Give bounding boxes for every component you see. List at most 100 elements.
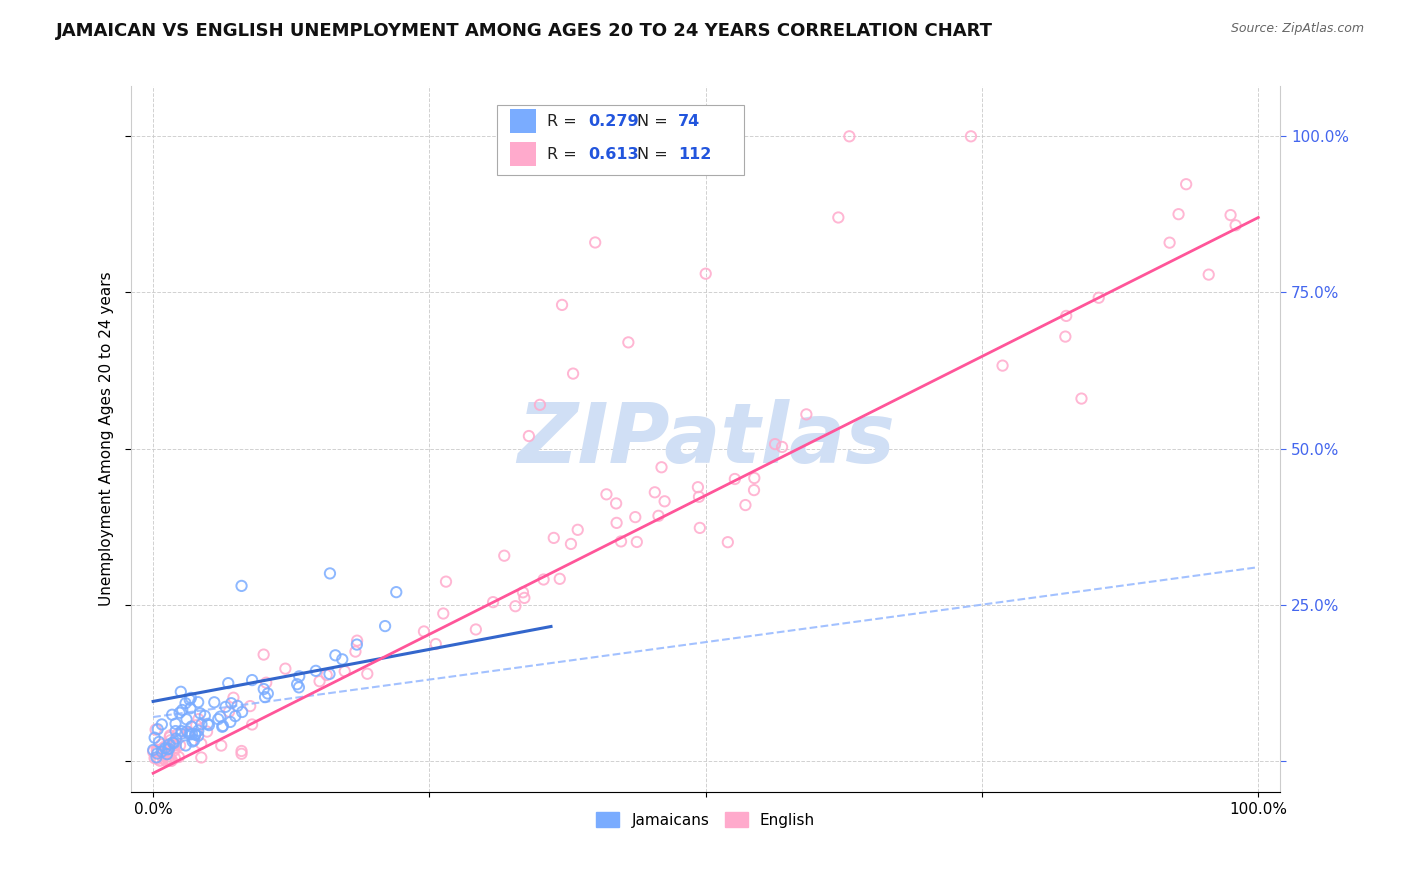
Point [209,709,232,723]
Point [162,735,184,749]
Point [315,668,337,682]
Point [145,723,167,737]
Point [145,750,167,764]
Point [176,724,198,739]
Point [838,129,860,144]
Text: Source: ZipAtlas.com: Source: ZipAtlas.com [1230,22,1364,36]
Point [513,591,536,605]
Point [253,681,276,696]
Point [654,494,676,508]
Point [157,741,180,756]
Point [160,753,183,767]
Point [529,398,551,412]
Point [222,690,245,705]
Point [150,745,173,759]
Point [186,718,208,732]
Point [160,754,183,768]
Point [517,429,540,443]
Point [163,751,186,765]
Point [207,712,229,726]
Text: N =: N = [637,113,672,128]
Point [149,754,172,768]
Y-axis label: Unemployment Among Ages 20 to 24 years: Unemployment Among Ages 20 to 24 years [100,272,114,607]
Point [170,724,193,739]
Point [183,733,205,747]
Point [195,724,218,739]
Point [344,644,367,658]
Point [150,738,173,752]
Point [165,738,187,752]
Point [305,664,328,678]
Point [991,359,1014,373]
Point [155,741,177,756]
Text: R =: R = [547,147,582,161]
Point [146,752,169,766]
Point [165,731,187,746]
Point [155,747,177,761]
Point [169,706,191,720]
Point [157,747,180,761]
Point [1159,235,1181,250]
Point [190,750,212,764]
Point [356,666,378,681]
Point [180,719,202,733]
Point [218,705,240,719]
Point [626,535,648,549]
Point [167,750,190,764]
Point [274,662,297,676]
Point [231,747,253,761]
Point [150,717,173,731]
Point [231,744,253,758]
Point [330,652,353,666]
Point [143,731,166,745]
Point [156,747,179,761]
Point [288,669,311,683]
Bar [510,142,536,166]
Point [413,624,436,639]
Point [686,480,709,494]
Point [163,736,186,750]
Point [159,733,181,747]
Point [190,737,212,751]
Point [159,730,181,744]
Point [231,705,253,719]
Point [308,674,330,689]
Point [160,707,183,722]
Point [610,534,633,549]
Point [385,585,408,599]
Point [148,735,170,749]
Point [647,508,669,523]
Point [217,676,239,690]
Point [166,727,188,741]
Point [181,727,204,741]
Point [960,129,983,144]
Point [187,712,209,726]
Point [224,709,246,723]
Point [644,485,666,500]
Point [209,739,232,753]
Point [567,523,589,537]
Point [1054,329,1077,343]
Point [188,706,211,721]
Point [494,549,516,563]
Point [214,699,236,714]
Point [194,708,217,723]
Point [177,726,200,740]
Point [548,572,571,586]
Point [288,681,311,695]
Point [583,235,606,250]
Point [156,742,179,756]
Point [143,751,166,765]
Point [434,574,457,589]
Text: ZIPatlas: ZIPatlas [517,399,894,480]
Point [240,673,263,687]
Point [763,437,786,451]
Point [742,483,765,497]
Point [163,743,186,757]
Point [155,754,177,768]
Point [179,701,201,715]
Point [482,595,505,609]
Point [184,728,207,742]
Point [425,637,447,651]
Point [170,685,193,699]
